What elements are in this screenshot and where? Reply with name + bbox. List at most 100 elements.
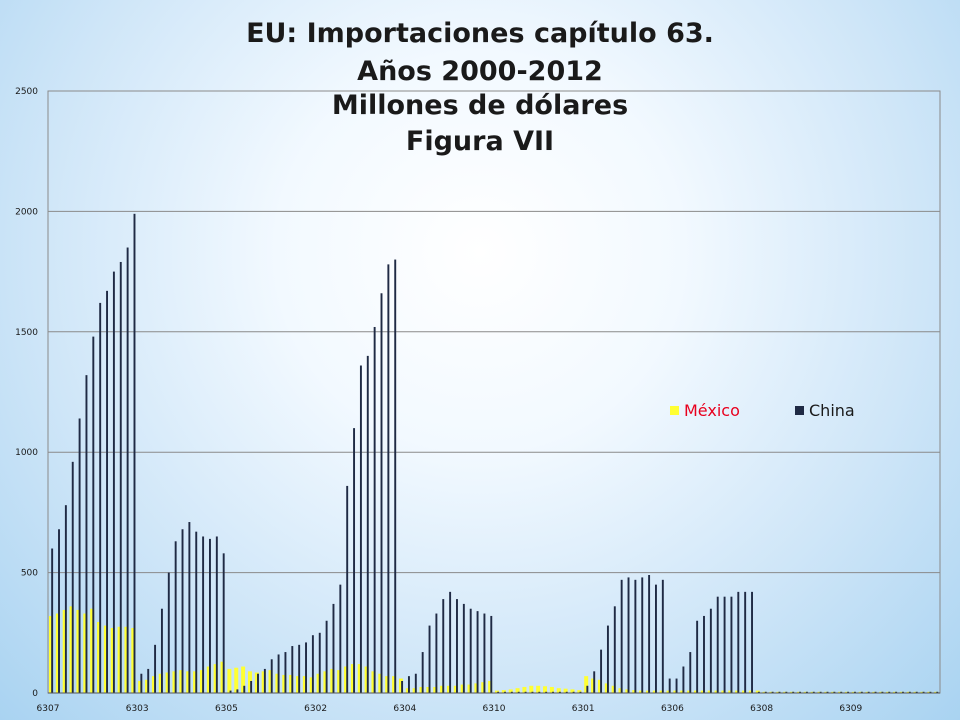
bar-mexico — [138, 680, 143, 693]
bar-china — [195, 531, 198, 693]
bar-mexico — [666, 690, 671, 693]
x-tick-label: 6306 — [661, 704, 684, 714]
bar-mexico — [714, 690, 719, 693]
bar-mexico — [419, 686, 424, 693]
bar-china — [387, 264, 390, 693]
axes: 0 500 1000 1500 2000 2500 6307 6303 6305 6302 6304… — [15, 87, 940, 714]
bar-china — [112, 271, 115, 693]
bar-mexico — [556, 688, 561, 693]
x-tick-label: 6303 — [126, 704, 149, 714]
bar-mexico — [570, 689, 575, 693]
bar-china — [888, 691, 891, 693]
bar-mexico — [796, 691, 801, 693]
legend-swatch-china — [795, 406, 804, 415]
bar-china — [634, 579, 637, 693]
bar-mexico — [131, 627, 136, 693]
bar-china — [517, 691, 520, 693]
bar-mexico — [652, 690, 657, 693]
bar-china — [751, 591, 753, 693]
bar-mexico — [810, 691, 815, 693]
bar-mexico — [872, 691, 877, 693]
bar-mexico — [790, 691, 795, 693]
bar-china — [414, 673, 417, 693]
bar-mexico — [385, 676, 390, 693]
bar-china — [805, 691, 808, 693]
bar-mexico — [536, 685, 541, 693]
bar-china — [867, 691, 870, 693]
legend-swatch-mexico — [670, 406, 679, 415]
bar-mexico — [165, 672, 170, 693]
bar-mexico — [659, 690, 664, 693]
bar-china — [263, 668, 266, 693]
bar-china — [483, 613, 486, 693]
bar-china — [181, 529, 184, 693]
bar-mexico — [879, 691, 884, 693]
y-tick-label: 1500 — [15, 328, 38, 338]
bar-china — [305, 642, 307, 693]
bar-mexico — [906, 691, 911, 693]
bars — [49, 213, 939, 694]
bar-mexico — [618, 688, 623, 693]
bar-mexico — [117, 626, 122, 693]
bar-china — [744, 591, 747, 693]
bar-mexico — [145, 679, 150, 693]
bar-china — [298, 644, 301, 693]
bar-mexico — [357, 664, 362, 693]
bar-mexico — [55, 613, 60, 693]
bar-mexico — [110, 627, 115, 693]
bar-mexico — [865, 691, 870, 693]
bar-mexico — [549, 686, 554, 693]
bar-china — [737, 591, 740, 693]
bar-mexico — [755, 690, 760, 693]
bar-china — [895, 691, 898, 693]
bar-china — [600, 649, 603, 693]
bar-mexico — [858, 691, 863, 693]
bar-mexico — [488, 680, 493, 693]
bar-china — [552, 691, 555, 693]
bar-mexico — [453, 685, 458, 693]
bar-mexico — [364, 666, 369, 693]
bar-china — [442, 599, 445, 693]
bar-china — [332, 603, 335, 693]
bar-china — [730, 596, 733, 693]
x-tick-label: 6307 — [37, 704, 60, 714]
bar-china — [545, 691, 548, 693]
bar-mexico — [186, 671, 191, 693]
bar-china — [339, 584, 342, 693]
bar-mexico — [158, 673, 163, 693]
bar-mexico — [247, 671, 252, 693]
bar-mexico — [680, 690, 685, 693]
bar-china — [579, 691, 582, 693]
bar-mexico — [927, 691, 932, 693]
bar-china — [490, 615, 493, 693]
bar-china — [593, 671, 596, 693]
bar-china — [133, 213, 136, 694]
bar-china — [819, 691, 822, 693]
bar-mexico — [289, 674, 294, 693]
bar-china — [833, 691, 836, 693]
y-tick-label: 0 — [32, 689, 38, 699]
bar-mexico — [597, 679, 602, 693]
x-tick-label: 6304 — [393, 704, 416, 714]
bar-china — [902, 691, 904, 693]
bar-mexico — [693, 690, 698, 693]
bar-mexico — [213, 664, 218, 693]
chart-title: EU: Importaciones capítulo 63. Años 2000-… — [246, 18, 714, 157]
bar-china — [277, 654, 280, 693]
bar-china — [147, 668, 150, 693]
bar-china — [620, 579, 623, 693]
bar-mexico — [323, 671, 328, 693]
bar-mexico — [742, 690, 746, 693]
bar-china — [586, 685, 589, 693]
bar-china — [366, 355, 369, 693]
bar-china — [353, 428, 356, 693]
bar-china — [778, 691, 781, 693]
bar-mexico — [179, 670, 184, 693]
bar-mexico — [446, 685, 451, 693]
bar-mexico — [275, 673, 280, 693]
bar-china — [915, 691, 918, 693]
bar-mexico — [632, 690, 637, 693]
x-tick-label: 6301 — [572, 704, 595, 714]
